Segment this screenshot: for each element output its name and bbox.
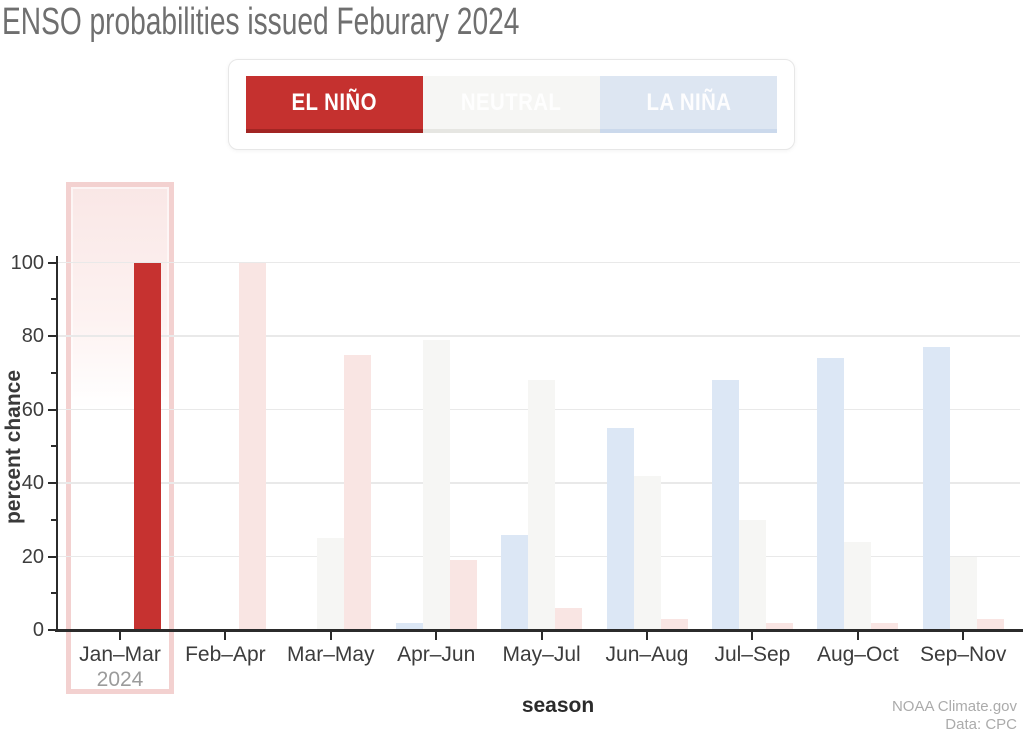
y-tick-minor xyxy=(51,445,56,448)
x-tick-label: Feb–Apr xyxy=(185,643,266,666)
gridline xyxy=(57,261,1020,264)
bar xyxy=(317,538,345,630)
bar xyxy=(395,622,423,630)
bar xyxy=(871,622,899,630)
bar xyxy=(765,622,793,630)
y-tick xyxy=(48,629,56,631)
x-tick-label: Jul–Sep xyxy=(714,643,791,666)
y-axis-title: percent chance xyxy=(2,369,25,525)
bar xyxy=(606,427,634,630)
x-tick xyxy=(856,631,859,640)
y-tick xyxy=(48,555,56,558)
bar xyxy=(976,618,1004,630)
x-tick-label: May–Jul xyxy=(502,643,581,666)
y-tick-label: 60 xyxy=(21,398,44,421)
bar xyxy=(633,475,661,630)
series-toggle-group: EL NIÑO NEUTRAL LA NIÑA xyxy=(228,59,795,150)
x-tick xyxy=(962,631,965,640)
x-tick xyxy=(224,631,227,640)
y-tick-minor xyxy=(51,371,56,374)
x-tick-label: Apr–Jun xyxy=(397,643,476,666)
y-tick-label: 20 xyxy=(21,545,44,568)
x-tick xyxy=(646,631,648,640)
bar xyxy=(449,560,477,630)
x-tick xyxy=(435,631,438,640)
bar xyxy=(949,556,977,630)
y-tick-label: 100 xyxy=(10,251,44,274)
attribution-data: Data: CPC xyxy=(945,716,1017,733)
bar xyxy=(422,339,450,630)
y-tick-minor xyxy=(51,518,56,521)
x-tick-label: Jan–Mar xyxy=(79,643,161,666)
y-tick-minor xyxy=(51,298,56,301)
bar xyxy=(844,541,872,630)
bar xyxy=(238,262,266,630)
y-tick-label: 80 xyxy=(21,325,44,348)
neutral-toggle-label: NEUTRAL xyxy=(461,88,562,116)
y-tick xyxy=(48,482,56,485)
bar xyxy=(922,347,950,630)
bar xyxy=(528,380,556,630)
y-tick-minor xyxy=(51,592,56,595)
gridline xyxy=(57,335,1020,337)
x-tick-label: Mar–May xyxy=(287,643,375,666)
x-axis-title: season xyxy=(521,694,595,717)
la-nina-toggle-label: LA NIÑA xyxy=(646,88,731,116)
x-tick-label: Jun–Aug xyxy=(605,643,689,666)
bar xyxy=(501,534,529,630)
y-axis-line xyxy=(55,256,58,631)
attribution-source: NOAA Climate.gov xyxy=(891,698,1017,715)
x-tick-label: Sep–Nov xyxy=(919,643,1007,666)
page-title: ENSO probabilities issued Feburary 2024 xyxy=(2,1,520,43)
bar xyxy=(817,358,845,630)
x-tick xyxy=(329,631,332,640)
el-nino-toggle-button[interactable]: EL NIÑO xyxy=(246,76,423,133)
la-nina-toggle-button[interactable]: LA NIÑA xyxy=(600,76,777,133)
bar xyxy=(711,380,739,630)
x-tick-year-sublabel: 2024 xyxy=(96,668,144,691)
bar xyxy=(344,354,372,630)
x-tick-label: Aug–Oct xyxy=(816,643,899,666)
y-tick xyxy=(48,335,56,338)
neutral-toggle-button[interactable]: NEUTRAL xyxy=(423,76,600,133)
y-tick xyxy=(48,408,56,411)
x-tick xyxy=(540,631,543,640)
x-axis-line xyxy=(55,629,1023,632)
el-nino-toggle-label: EL NIÑO xyxy=(291,88,378,116)
y-tick-label: 0 xyxy=(32,619,44,641)
y-tick xyxy=(48,261,56,264)
y-tick-label: 40 xyxy=(21,472,44,495)
bar xyxy=(660,618,688,630)
bar xyxy=(555,607,583,630)
series-toggle-row: EL NIÑO NEUTRAL LA NIÑA xyxy=(246,76,777,133)
attribution: NOAA Climate.gov Data: CPC xyxy=(892,698,1017,734)
bar xyxy=(133,262,161,630)
x-tick xyxy=(119,631,121,640)
bar xyxy=(738,519,766,630)
x-tick xyxy=(751,631,754,640)
